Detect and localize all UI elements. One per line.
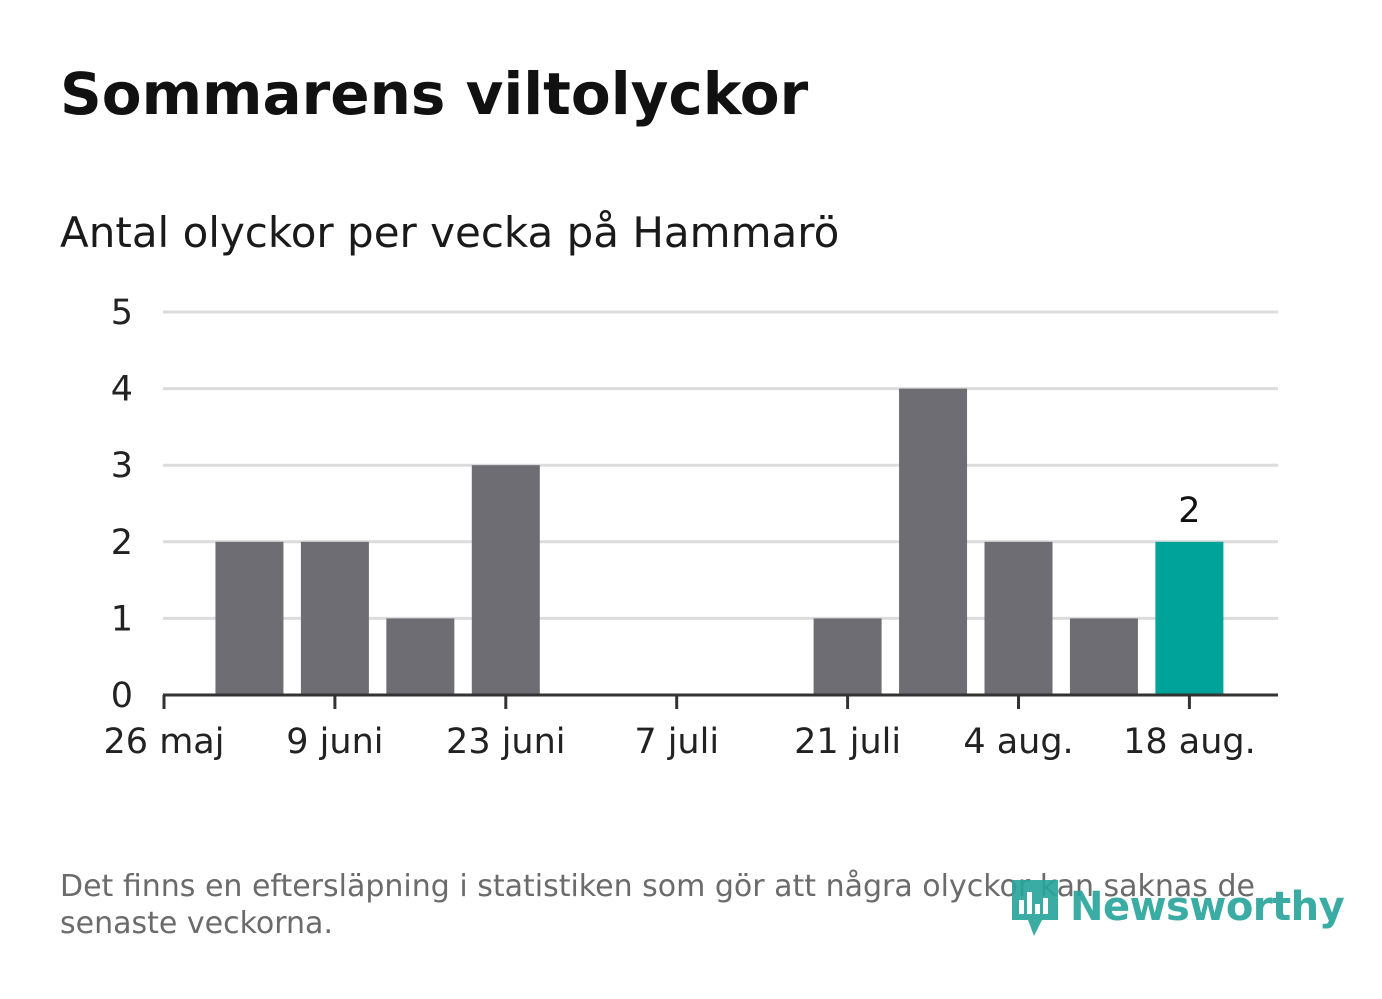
bar (1155, 541, 1224, 695)
chart-title: Sommarens viltolyckor (60, 60, 809, 128)
y-tick-label: 5 (111, 293, 133, 333)
x-tick-label: 23 juni (446, 722, 565, 762)
bar (386, 618, 455, 695)
x-tick-label: 4 aug. (963, 722, 1073, 762)
x-tick-label: 21 juli (794, 722, 901, 762)
bar (813, 618, 882, 695)
y-tick-label: 2 (111, 523, 133, 563)
y-tick-label: 3 (111, 446, 133, 486)
y-tick-label: 0 (111, 676, 133, 716)
newsworthy-logo[interactable]: Newsworthy (1010, 876, 1345, 938)
data-label: 2 (1178, 491, 1200, 531)
y-tick-label: 4 (111, 370, 133, 410)
bar (300, 541, 369, 695)
bar (471, 465, 540, 695)
bar (984, 541, 1053, 695)
bar (215, 541, 284, 695)
bar (899, 388, 968, 695)
y-tick-label: 1 (111, 599, 133, 639)
logo-text: Newsworthy (1070, 884, 1345, 930)
bar-chart: 0 1 2 3 4 5 2 26 maj 9 juni 23 juni 7 juli 21 juli 4… (104, 293, 1278, 762)
x-tick-label: 18 aug. (1123, 722, 1256, 762)
x-tick-label: 26 maj (104, 722, 225, 762)
x-tick-label: 9 juni (286, 722, 383, 762)
bar (1069, 618, 1138, 695)
x-tick-label: 7 juli (634, 722, 719, 762)
chart-subtitle: Antal olyckor per vecka på Hammarö (60, 208, 840, 257)
newsworthy-logo-icon (1012, 880, 1058, 936)
